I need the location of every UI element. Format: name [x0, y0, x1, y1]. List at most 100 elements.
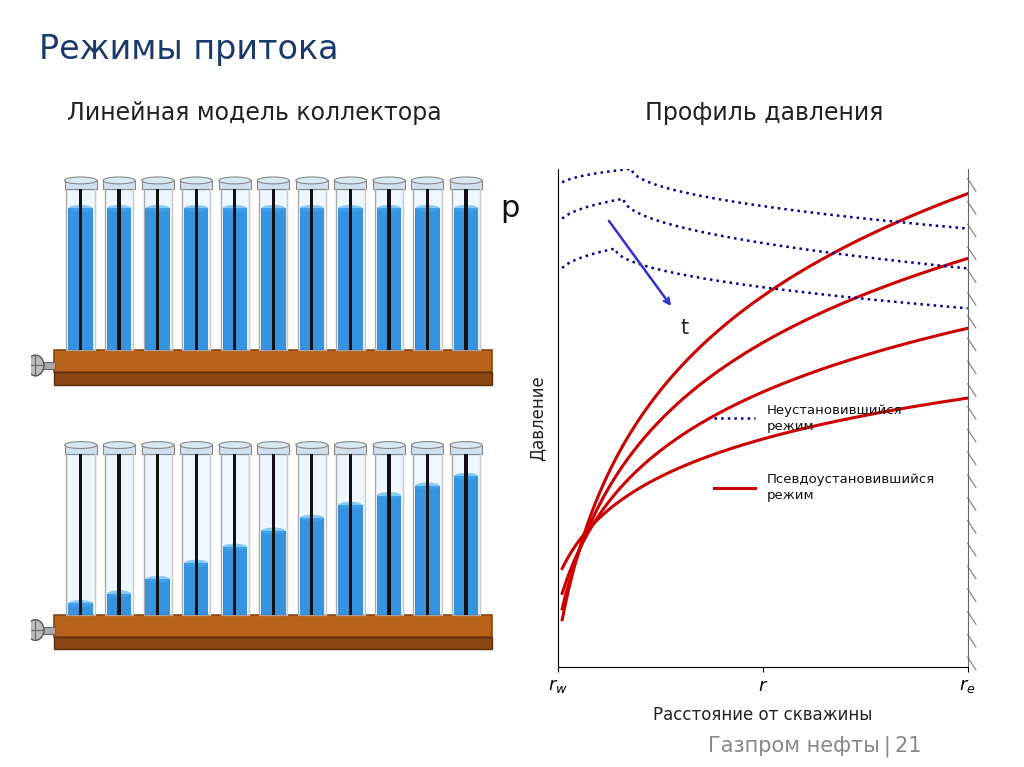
Ellipse shape — [300, 205, 324, 212]
Text: t: t — [681, 318, 689, 338]
Bar — [414, 454, 441, 615]
Ellipse shape — [415, 205, 439, 212]
Ellipse shape — [338, 502, 362, 509]
Bar — [373, 180, 404, 189]
Bar — [387, 189, 390, 350]
Text: Режимы притока: Режимы притока — [39, 32, 338, 66]
Bar — [219, 445, 251, 454]
Ellipse shape — [145, 205, 170, 212]
Bar — [67, 454, 95, 615]
Text: Профиль давления: Профиль давления — [645, 101, 884, 125]
Bar — [145, 209, 170, 350]
Ellipse shape — [145, 576, 170, 583]
Ellipse shape — [373, 442, 404, 449]
Text: Неустановившийся
режим: Неустановившийся режим — [767, 403, 902, 433]
Bar — [180, 180, 212, 189]
Ellipse shape — [412, 177, 443, 184]
Text: p: p — [501, 194, 520, 223]
Ellipse shape — [106, 205, 131, 212]
Bar — [79, 454, 82, 615]
Bar — [141, 180, 174, 189]
Bar — [69, 604, 93, 615]
Bar — [454, 209, 478, 350]
Ellipse shape — [222, 544, 247, 551]
Bar — [156, 454, 160, 615]
Ellipse shape — [261, 205, 286, 212]
Bar — [338, 209, 362, 350]
Bar — [257, 180, 290, 189]
Bar — [259, 189, 288, 350]
Bar — [220, 454, 249, 615]
Y-axis label: Давление: Давление — [529, 375, 547, 461]
Bar — [106, 594, 131, 615]
Ellipse shape — [219, 177, 251, 184]
Bar — [182, 189, 210, 350]
Bar — [336, 454, 365, 615]
Bar — [377, 209, 401, 350]
Bar — [271, 454, 275, 615]
Ellipse shape — [335, 177, 367, 184]
Ellipse shape — [103, 177, 135, 184]
Text: Псевдоустановившийся
режим: Псевдоустановившийся режим — [767, 473, 935, 502]
Bar — [54, 615, 493, 637]
Bar — [65, 180, 96, 189]
Ellipse shape — [65, 177, 96, 184]
Ellipse shape — [65, 442, 96, 449]
Bar — [450, 445, 482, 454]
Bar — [375, 454, 403, 615]
Bar — [336, 189, 365, 350]
Circle shape — [27, 620, 44, 640]
Bar — [261, 531, 286, 615]
Ellipse shape — [184, 205, 209, 212]
Bar — [105, 454, 133, 615]
Bar — [143, 189, 172, 350]
Ellipse shape — [296, 177, 328, 184]
Bar — [349, 454, 352, 615]
Bar — [296, 180, 328, 189]
Bar — [103, 445, 135, 454]
Bar — [233, 454, 237, 615]
X-axis label: Расстояние от скважины: Расстояние от скважины — [653, 706, 872, 724]
Bar — [373, 445, 404, 454]
Ellipse shape — [141, 442, 174, 449]
Bar — [143, 454, 172, 615]
Bar — [69, 209, 93, 350]
Ellipse shape — [335, 442, 367, 449]
Bar — [412, 445, 443, 454]
Ellipse shape — [219, 442, 251, 449]
Bar — [349, 189, 352, 350]
Bar — [335, 180, 367, 189]
Bar — [452, 189, 480, 350]
Ellipse shape — [69, 205, 93, 212]
Bar — [118, 454, 121, 615]
Ellipse shape — [454, 205, 478, 212]
Bar — [300, 209, 324, 350]
Ellipse shape — [261, 528, 286, 535]
Bar — [222, 547, 247, 615]
Ellipse shape — [257, 442, 290, 449]
Bar — [377, 495, 401, 615]
Text: Линейная модель коллектора: Линейная модель коллектора — [67, 101, 441, 125]
Bar — [338, 505, 362, 615]
Bar — [298, 189, 326, 350]
Bar — [454, 476, 478, 615]
Bar — [54, 350, 493, 372]
Bar — [54, 372, 493, 384]
Ellipse shape — [103, 442, 135, 449]
Bar — [184, 209, 209, 350]
Ellipse shape — [222, 205, 247, 212]
Bar — [184, 563, 209, 615]
Bar — [464, 454, 468, 615]
Bar — [452, 454, 480, 615]
Bar — [36, 362, 55, 369]
Bar — [141, 445, 174, 454]
Bar — [426, 454, 429, 615]
Bar — [310, 189, 313, 350]
Ellipse shape — [338, 205, 362, 212]
Bar — [259, 454, 288, 615]
Bar — [180, 445, 212, 454]
Ellipse shape — [69, 600, 93, 607]
Bar — [296, 445, 328, 454]
Bar — [261, 209, 286, 350]
Bar — [54, 637, 493, 649]
